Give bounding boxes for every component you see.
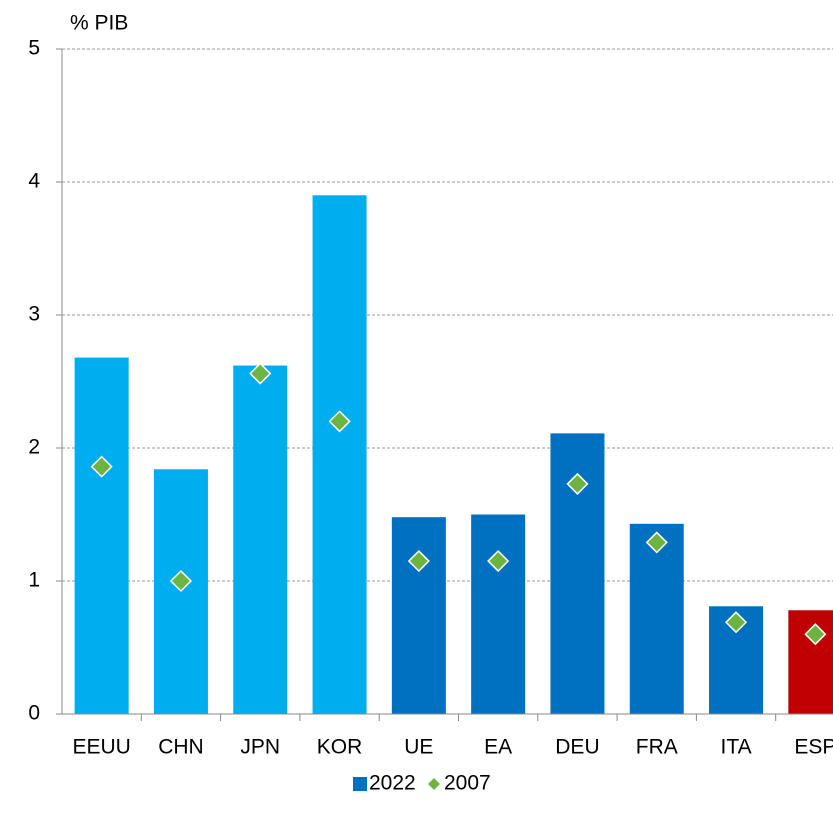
x-tick-label: EEUU (72, 736, 130, 759)
y-tick-label: 5 (28, 37, 40, 60)
bar (312, 195, 367, 715)
bar (788, 610, 833, 714)
bar (74, 357, 129, 714)
x-tick-label: FRA (636, 736, 678, 759)
bar (629, 523, 684, 714)
x-tick-label: CHN (158, 736, 204, 759)
x-tick-label: UE (404, 736, 433, 759)
marker-2007 (407, 549, 430, 573)
x-tick-label: ITA (720, 736, 751, 759)
y-tick-label: 1 (28, 569, 40, 592)
x-tick-label: JPN (240, 736, 280, 759)
y-axis-label: % PIB (70, 12, 128, 35)
marker-2007 (249, 362, 272, 385)
legend-swatch (428, 778, 440, 790)
y-tick-label: 2 (28, 436, 40, 459)
y-tick-label: 3 (28, 303, 40, 326)
x-tick-label: KOR (317, 736, 363, 759)
x-tick-label: DEU (555, 736, 599, 759)
legend-label: 2022 (369, 772, 416, 795)
y-tick-label: 0 (28, 702, 40, 725)
x-tick-label: ESP (794, 736, 833, 759)
marker-2007 (90, 455, 113, 478)
marker-2007 (645, 531, 668, 554)
legend-swatch (353, 777, 367, 791)
legend-label: 2007 (444, 772, 491, 795)
marker-2007 (487, 549, 510, 573)
bar (233, 365, 288, 714)
y-tick-label: 4 (28, 170, 40, 193)
x-tick-label: EA (484, 736, 512, 759)
bar (391, 517, 446, 714)
marker-2007 (724, 611, 748, 634)
marker-2007 (804, 623, 827, 646)
marker-2007 (566, 472, 589, 495)
bar (471, 514, 526, 714)
marker-2007 (328, 410, 351, 433)
marker-2007 (169, 569, 193, 593)
